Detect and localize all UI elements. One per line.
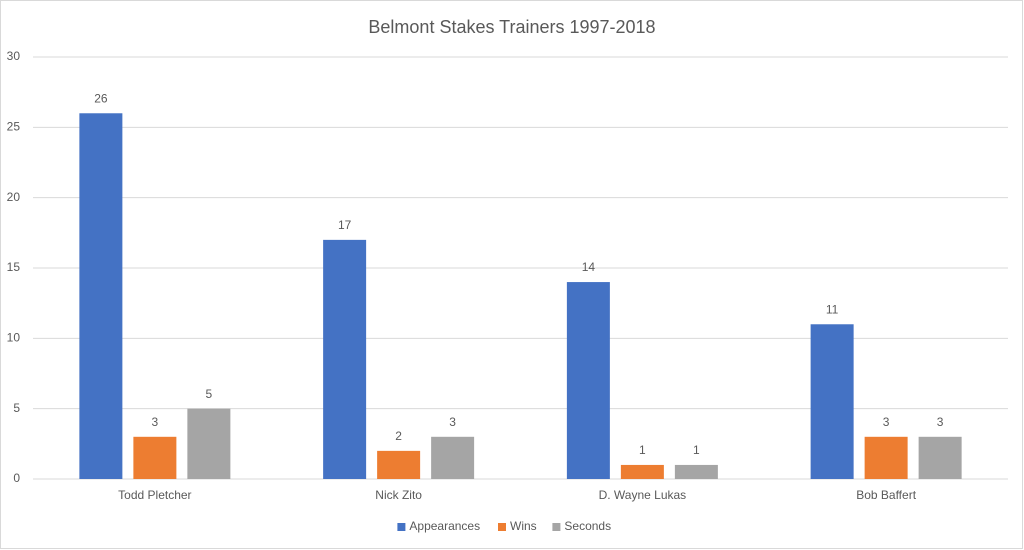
bar <box>377 450 421 479</box>
data-label: 3 <box>152 415 159 429</box>
bar <box>431 436 475 479</box>
data-label: 11 <box>826 302 839 316</box>
y-tick-label: 0 <box>13 471 20 485</box>
bar <box>674 464 718 479</box>
legend-swatch <box>498 523 506 531</box>
bar <box>620 464 664 479</box>
y-tick-label: 20 <box>7 190 21 204</box>
x-tick-label: D. Wayne Lukas <box>599 488 687 502</box>
data-label: 1 <box>639 443 646 457</box>
x-tick-label: Todd Pletcher <box>118 488 191 502</box>
bar <box>864 436 908 479</box>
legend-label: Wins <box>510 519 537 533</box>
y-tick-label: 5 <box>13 401 20 415</box>
data-label: 3 <box>883 415 890 429</box>
bar <box>566 282 610 479</box>
legend-label: Appearances <box>409 519 480 533</box>
data-label: 5 <box>206 387 213 401</box>
chart-title: Belmont Stakes Trainers 1997-2018 <box>368 17 655 37</box>
x-tick-label: Nick Zito <box>375 488 422 502</box>
bar <box>133 436 177 479</box>
data-label: 26 <box>94 91 108 105</box>
data-label: 3 <box>937 415 944 429</box>
data-label: 14 <box>582 260 596 274</box>
data-label: 17 <box>338 218 352 232</box>
data-label: 1 <box>693 443 700 457</box>
data-label: 3 <box>449 415 456 429</box>
bar <box>918 436 962 479</box>
bar <box>810 324 854 479</box>
y-tick-label: 10 <box>7 331 21 345</box>
legend-swatch <box>397 523 406 531</box>
bar <box>187 408 231 479</box>
x-tick-label: Bob Baffert <box>856 488 916 502</box>
bar <box>79 113 123 480</box>
data-label: 2 <box>395 429 402 443</box>
y-tick-label: 15 <box>7 260 21 274</box>
legend-label: Seconds <box>564 519 611 533</box>
bar <box>323 239 367 479</box>
y-tick-label: 25 <box>7 120 21 134</box>
y-tick-label: 30 <box>7 49 21 63</box>
legend-swatch <box>552 523 561 531</box>
